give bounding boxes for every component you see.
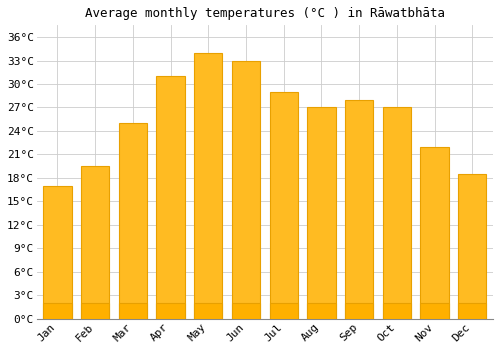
Bar: [232, 303, 260, 319]
Bar: [118, 303, 147, 319]
Bar: [156, 76, 184, 319]
Bar: [194, 53, 222, 319]
Bar: [420, 303, 448, 319]
Bar: [458, 303, 486, 319]
Bar: [382, 107, 411, 319]
Bar: [382, 303, 411, 319]
Bar: [44, 186, 72, 319]
Bar: [194, 303, 222, 319]
Bar: [345, 100, 374, 319]
Bar: [308, 107, 336, 319]
Bar: [44, 303, 72, 319]
Bar: [81, 166, 110, 319]
Bar: [232, 61, 260, 319]
Bar: [345, 303, 374, 319]
Bar: [458, 174, 486, 319]
Bar: [270, 92, 298, 319]
Bar: [81, 303, 110, 319]
Title: Average monthly temperatures (°C ) in Rāwatbhāta: Average monthly temperatures (°C ) in Rā…: [85, 7, 445, 20]
Bar: [118, 123, 147, 319]
Bar: [270, 303, 298, 319]
Bar: [156, 303, 184, 319]
Bar: [420, 147, 448, 319]
Bar: [308, 303, 336, 319]
